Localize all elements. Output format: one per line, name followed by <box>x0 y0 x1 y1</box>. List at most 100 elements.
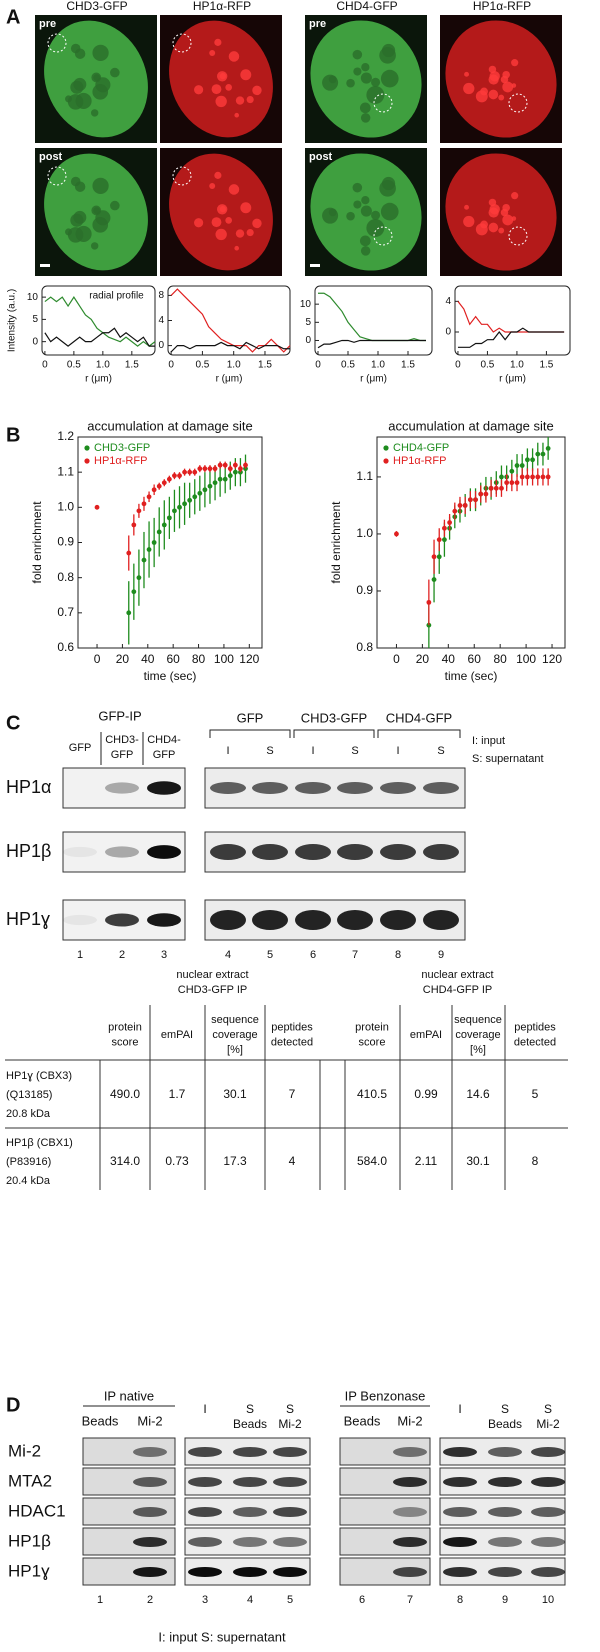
heterochromatin-spot <box>228 51 240 62</box>
legend-label: HP1α-RFP <box>94 455 147 467</box>
y-tick-label: 1.1 <box>57 464 74 478</box>
profile-line <box>170 341 290 353</box>
legend-marker <box>84 445 90 451</box>
x-tick-label: 80 <box>493 652 507 666</box>
table-cell: 1.7 <box>169 1087 186 1101</box>
damage-site <box>172 166 192 186</box>
legend-label: HP1α-RFP <box>393 455 446 467</box>
nucleolus <box>90 109 99 117</box>
data-point <box>483 491 489 497</box>
data-point <box>172 508 177 514</box>
data-point <box>457 503 463 508</box>
band <box>393 1447 427 1457</box>
row-label: pre <box>39 18 56 30</box>
data-point <box>197 466 203 472</box>
y-tick-label: 4 <box>158 315 164 326</box>
table-cell: 30.1 <box>223 1087 247 1101</box>
group-title: GFP <box>237 710 264 725</box>
data-point <box>207 466 213 472</box>
heterochromatin-spot <box>463 82 475 95</box>
scale-bar <box>310 264 320 267</box>
table-header: [%] <box>227 1044 243 1056</box>
x-axis-label: r (μm) <box>360 374 387 385</box>
data-point <box>462 503 468 508</box>
x-axis-label: time (sec) <box>445 669 498 683</box>
nucleolus <box>380 69 399 88</box>
x-tick-label: 0 <box>94 652 101 666</box>
band <box>210 782 246 794</box>
lane-label: I <box>396 745 399 757</box>
heterochromatin-spot <box>488 222 499 233</box>
lane-label: S <box>544 1402 552 1416</box>
data-point <box>436 554 442 560</box>
lane-number: 8 <box>457 1594 463 1606</box>
plot-frame <box>314 285 433 356</box>
footnote: I: input S: supernatant <box>158 1629 286 1644</box>
lane-number: 8 <box>395 949 401 961</box>
data-point <box>232 469 238 475</box>
data-point <box>192 469 198 475</box>
row-label: post <box>309 151 333 163</box>
y-tick-label: 0 <box>158 340 164 351</box>
image-title: CHD3-GFP <box>66 0 127 13</box>
scale-bar <box>40 264 50 267</box>
row-label: MTA2 <box>8 1471 52 1490</box>
nucleolus <box>74 48 86 59</box>
band <box>443 1477 477 1487</box>
band <box>488 1507 522 1517</box>
x-tick-label: 60 <box>468 652 482 666</box>
x-tick-label: 120 <box>239 652 259 666</box>
lane-number: 10 <box>542 1594 554 1606</box>
band <box>63 846 97 858</box>
heterochromatin-spot <box>252 85 262 96</box>
data-point <box>488 485 494 491</box>
table-header: emPAI <box>410 1029 442 1041</box>
lane-label: I <box>203 1402 206 1416</box>
x-tick-label: 1.0 <box>510 360 524 371</box>
data-point <box>182 501 187 507</box>
nucleolus <box>361 63 370 72</box>
data-point <box>172 473 177 479</box>
table-group-title: nuclear extract <box>421 969 493 981</box>
data-point <box>473 497 478 503</box>
band <box>252 844 288 860</box>
lane-number: 6 <box>310 949 316 961</box>
band <box>295 844 331 860</box>
data-point <box>227 473 233 479</box>
y-tick-label: 1.0 <box>57 500 74 514</box>
nucleolus <box>328 75 337 84</box>
heterochromatin-spot <box>502 203 510 212</box>
lane-number: 1 <box>97 1594 103 1606</box>
legend-label: CHD3-GFP <box>94 442 150 454</box>
y-tick-label: 1.0 <box>356 526 373 540</box>
band <box>233 1507 267 1517</box>
heterochromatin-spot <box>209 50 216 56</box>
nucleolus <box>70 80 84 94</box>
data-point <box>499 474 504 480</box>
band <box>531 1567 565 1577</box>
heterochromatin-spot <box>464 71 470 77</box>
x-axis-label: r (μm) <box>85 374 112 385</box>
lane-number: 7 <box>352 949 358 961</box>
damage-site <box>373 93 393 113</box>
blot <box>204 831 466 873</box>
nucleolus <box>360 246 371 256</box>
legend-label: I: input <box>472 735 505 747</box>
x-tick-label: 40 <box>141 652 155 666</box>
band <box>380 910 416 930</box>
profile-line <box>317 339 426 349</box>
lane-label: Beads <box>488 1417 522 1431</box>
heterochromatin-spot <box>194 218 204 228</box>
data-point <box>504 480 510 486</box>
data-point <box>499 485 504 491</box>
x-tick-label: 0 <box>315 360 321 371</box>
profile-line <box>170 288 291 353</box>
row-label: HP1β <box>8 1531 51 1550</box>
table-cell: 584.0 <box>357 1154 387 1168</box>
x-tick-label: 1.0 <box>96 360 110 371</box>
data-point <box>161 480 167 486</box>
y-tick-label: 0 <box>305 335 311 346</box>
nucleolus <box>92 44 109 61</box>
blot <box>82 1437 176 1466</box>
